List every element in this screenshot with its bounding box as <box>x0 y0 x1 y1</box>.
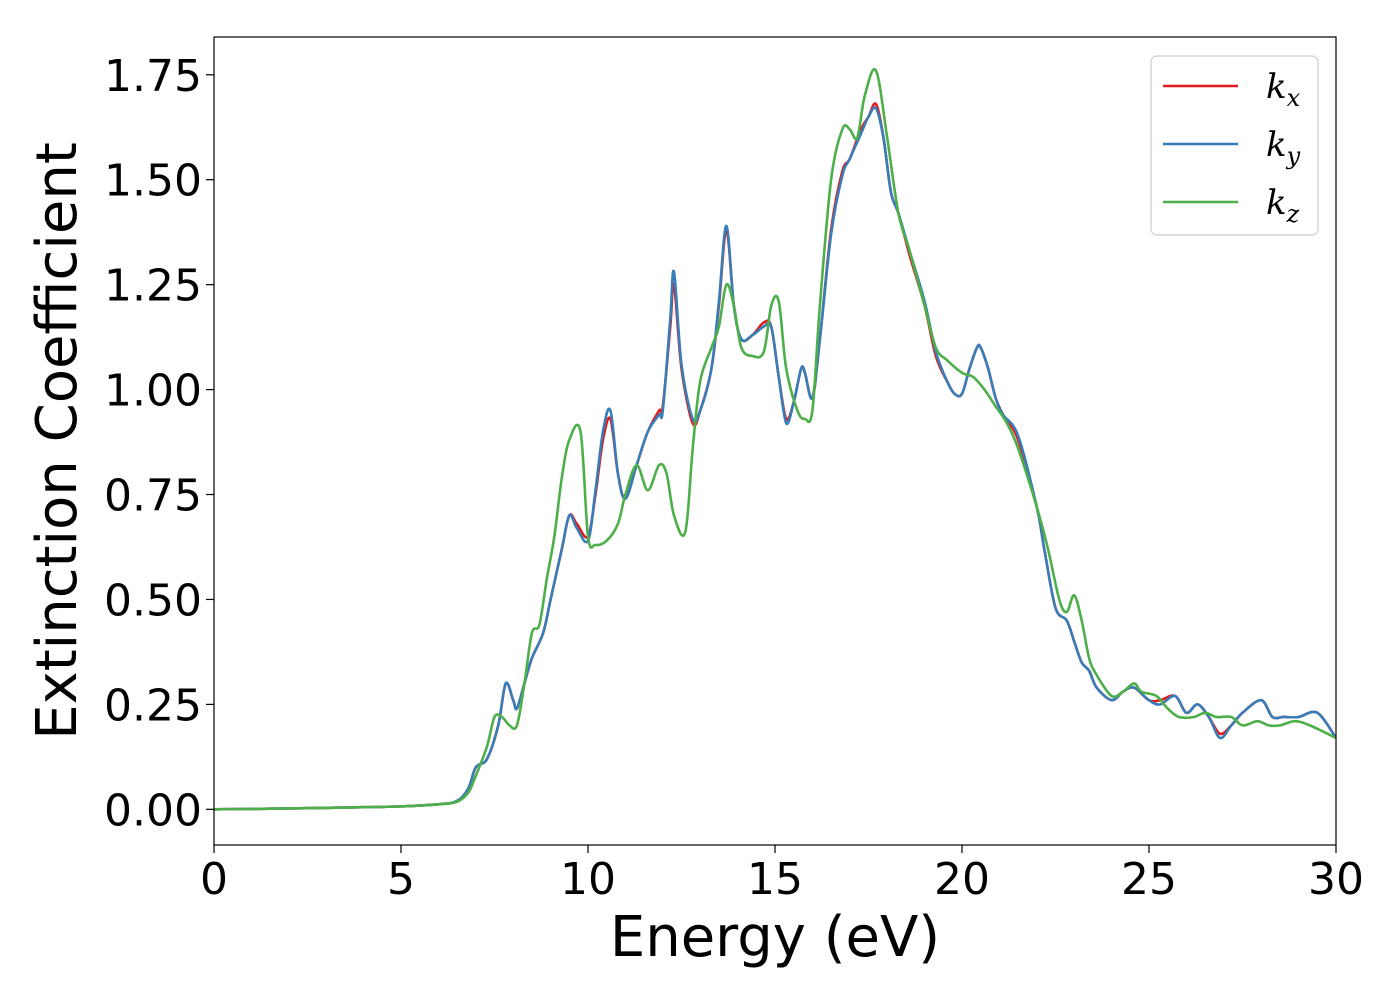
x-tick-label: 10 <box>560 854 616 905</box>
legend-label-base: k <box>1266 125 1287 165</box>
y-axis-title: Extinction Coefficient <box>25 142 90 740</box>
legend-box <box>1150 55 1319 236</box>
x-tick-label: 20 <box>934 854 990 905</box>
y-tick-label: 1.75 <box>104 51 202 102</box>
x-tick-label: 15 <box>747 854 803 905</box>
y-tick-label: 1.00 <box>104 366 202 417</box>
legend-label-subscript: y <box>1286 142 1301 170</box>
y-tick-label: 0.50 <box>104 575 202 626</box>
legend-label-base: k <box>1266 183 1287 223</box>
y-tick-label: 0.75 <box>104 471 202 522</box>
x-axis-title: Energy (eV) <box>610 905 940 970</box>
legend-label-z: kz <box>1266 183 1300 228</box>
plot-area <box>213 36 1337 846</box>
legend-label-y: ky <box>1266 125 1301 170</box>
y-tick-label: 0.00 <box>104 785 202 836</box>
x-tick-label: 5 <box>387 854 415 905</box>
series-layer <box>214 67 1336 811</box>
legend-label-subscript: x <box>1287 84 1301 112</box>
y-tick-label: 0.25 <box>104 680 202 731</box>
x-tick-label: 25 <box>1121 854 1177 905</box>
x-tick-label: 0 <box>200 854 228 905</box>
x-tick-label: 30 <box>1308 854 1364 905</box>
legend-label-x: kx <box>1266 67 1301 112</box>
y-tick-label: 1.50 <box>104 156 202 207</box>
legend-label-base: k <box>1266 67 1287 107</box>
y-tick-label: 1.25 <box>104 261 202 312</box>
x-axis-ticks: 0 5 10 15 20 25 30 <box>200 845 1364 905</box>
y-axis-ticks: 0.00 0.25 0.50 0.75 1.00 1.25 1.50 1.75 <box>104 51 214 836</box>
legend-label-subscript: z <box>1286 200 1300 228</box>
series-line-z <box>214 67 1336 811</box>
